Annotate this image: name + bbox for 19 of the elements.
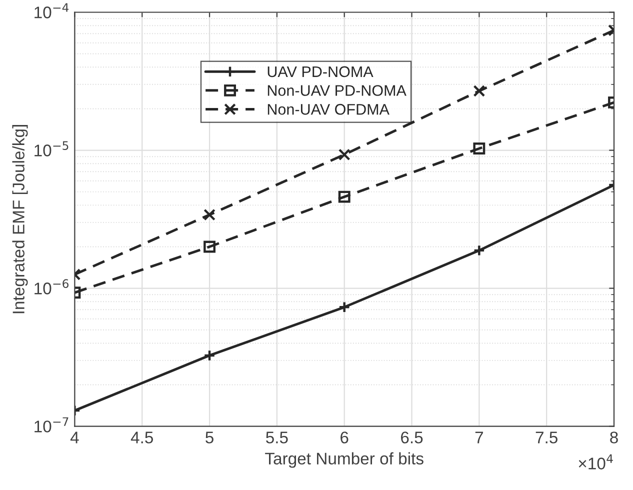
x-tick-label: 8 <box>610 432 618 444</box>
legend-label: Non-UAV PD-NOMA <box>268 85 406 96</box>
legend-label: UAV PD-NOMA <box>268 66 374 78</box>
x-tick-label: 4.5 <box>130 432 153 444</box>
x-tick-label: 6 <box>340 432 348 444</box>
x-tick-label: 5.5 <box>266 432 288 444</box>
y-tick-label: 10$^{−7}$ <box>34 417 68 432</box>
text: ×10$^{4}$ <box>578 454 613 470</box>
x-tick-label: 6.5 <box>401 432 423 444</box>
y-tick-label: 10$^{−4}$ <box>34 3 69 18</box>
x-tick-label: 5 <box>206 432 214 444</box>
x-tick-label: 7.5 <box>536 432 558 444</box>
x-axis-title: Target Number of bits <box>265 452 424 468</box>
x-tick-label: 4 <box>70 432 79 444</box>
y-tick-label: 10$^{−5}$ <box>34 141 68 156</box>
y-axis-title: Integrated EMF [Joule/kg] <box>12 125 28 314</box>
y-tick-label: 10$^{−6}$ <box>34 279 68 294</box>
legend-label: Non-UAV OFDMA <box>268 104 390 115</box>
x-tick-label: 7 <box>475 432 483 444</box>
